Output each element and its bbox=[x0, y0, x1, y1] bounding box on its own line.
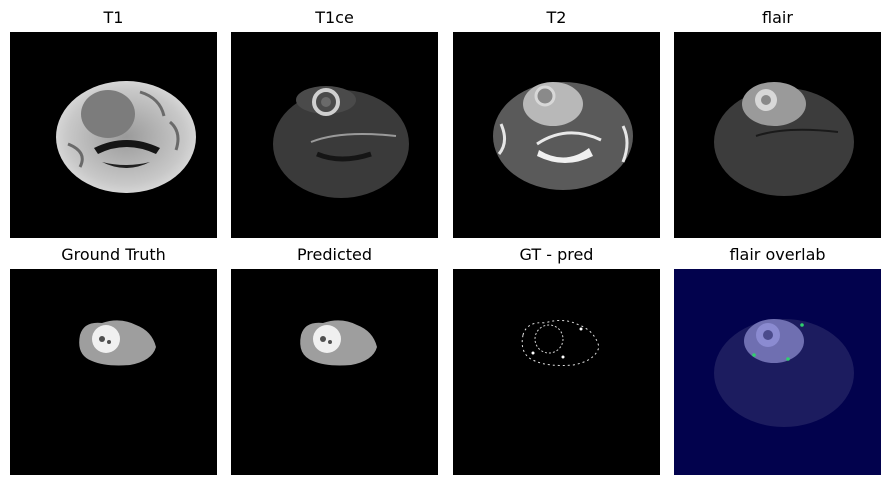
mri-image-flair bbox=[674, 32, 881, 238]
panel-title: flair overlab bbox=[729, 245, 826, 264]
panel-title: T1 bbox=[103, 8, 124, 27]
mri-image-t2 bbox=[453, 32, 660, 238]
panel-title: T1ce bbox=[315, 8, 354, 27]
panel-title: flair bbox=[762, 8, 793, 27]
mri-image-t1 bbox=[10, 32, 217, 238]
panel-title: T2 bbox=[546, 8, 567, 27]
panel-title: Predicted bbox=[296, 245, 373, 264]
mri-image-t1ce bbox=[231, 32, 438, 238]
segmentation-mask-ground-truth bbox=[10, 269, 217, 475]
panel-title: Ground Truth bbox=[61, 245, 166, 264]
difference-map bbox=[453, 269, 660, 475]
flair-overlay-image bbox=[674, 269, 881, 475]
panel-title: GT - pred bbox=[519, 245, 594, 264]
segmentation-mask-predicted bbox=[231, 269, 438, 475]
